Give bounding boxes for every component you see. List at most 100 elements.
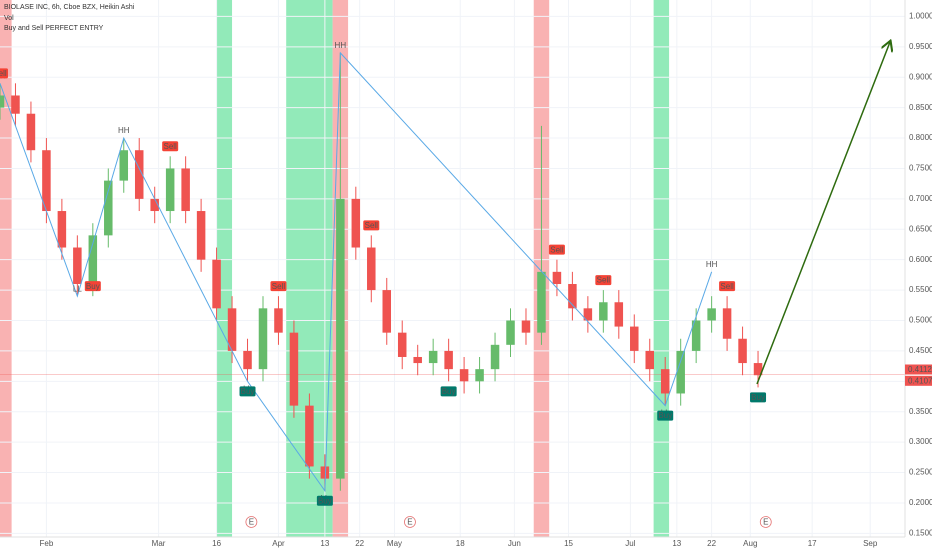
candle-body	[568, 284, 577, 309]
y-tick-label: 0.8000	[909, 133, 932, 142]
x-tick-label: 22	[707, 539, 716, 548]
price-tag-label: 0.4107	[908, 376, 932, 385]
x-tick-label: 13	[672, 539, 681, 548]
candle-body	[320, 466, 330, 479]
candle-body	[490, 344, 500, 370]
signal-band	[0, 0, 12, 537]
volume-legend: Vol	[4, 15, 14, 22]
signal-badge	[239, 386, 256, 397]
candle-body	[660, 369, 670, 394]
candle-body	[274, 308, 283, 333]
price-tag-label: 0.4112	[908, 365, 932, 374]
candle-body	[305, 405, 314, 467]
earnings-label: E	[249, 518, 254, 527]
signal-badge	[363, 220, 380, 231]
candle-body	[351, 198, 361, 248]
chart-title: BIOLASE INC, 6h, Cboe BZX, Heikin Ashi	[4, 4, 135, 11]
y-tick-label: 0.6500	[909, 224, 932, 233]
candle-body	[42, 150, 51, 212]
candle-body	[336, 198, 345, 479]
candle-body	[289, 332, 299, 406]
candle-body	[614, 302, 624, 327]
y-tick-label: 0.4500	[909, 346, 932, 355]
candle-body	[707, 308, 716, 321]
y-tick-label: 0.1500	[909, 528, 932, 537]
y-tick-label: 0.5500	[909, 285, 932, 294]
plot: HHLLHHLLLLHHLLHHSellBuySellBuySellBuySel…	[0, 0, 905, 537]
candle-body	[212, 259, 221, 309]
signal-badge	[657, 410, 674, 421]
candle-body	[119, 150, 129, 181]
candle-body	[630, 326, 639, 351]
signal-badge	[270, 281, 287, 292]
y-tick-label: 0.7000	[909, 194, 932, 203]
candle-body	[26, 113, 36, 151]
candle-body	[382, 290, 392, 333]
y-tick-label: 0.2500	[909, 468, 932, 477]
candle-body	[537, 271, 546, 333]
signal-badge	[162, 141, 179, 152]
earnings-marker	[404, 516, 416, 528]
y-tick-label: 0.6000	[909, 255, 932, 264]
candle-body	[521, 320, 531, 333]
indicator-legend: Buy and Sell PERFECT ENTRY	[4, 25, 104, 32]
y-tick-label: 0.7500	[909, 164, 932, 173]
x-tick-label: 16	[212, 539, 221, 548]
candle-body	[691, 320, 701, 351]
x-tick-label: 22	[355, 539, 364, 548]
candle-body	[645, 350, 654, 370]
earnings-marker	[245, 516, 258, 528]
candle-body	[722, 308, 732, 339]
candle-body	[57, 211, 67, 248]
candle-body	[104, 180, 113, 236]
pivot-label: HH	[118, 126, 130, 135]
candle-body	[583, 308, 593, 321]
candle-body	[258, 308, 268, 370]
y-tick-label: 0.3000	[909, 437, 932, 446]
candle-body	[11, 95, 20, 114]
x-tick-label: Aug	[743, 539, 757, 548]
candle-body	[73, 247, 82, 285]
signal-label: Buy	[241, 387, 255, 396]
signal-label: Sell	[0, 69, 7, 78]
candle-body	[165, 168, 175, 212]
candle-body	[88, 235, 98, 285]
candle-body	[367, 247, 376, 291]
y-tick-label: 0.8500	[909, 103, 932, 112]
signal-label: Buy	[86, 282, 100, 291]
signal-band	[216, 0, 233, 537]
candle-body	[413, 356, 422, 364]
y-tick-label: 1.0000	[909, 12, 932, 21]
earnings-label: E	[407, 518, 412, 527]
x-tick-label: Jun	[508, 539, 521, 548]
x-tick-label: Jul	[625, 539, 635, 548]
signal-badge	[750, 392, 767, 403]
candle-body	[676, 350, 685, 394]
pivot-label: LL	[73, 284, 82, 293]
x-tick-label: Feb	[40, 539, 54, 548]
x-tick-label: Sep	[863, 539, 878, 548]
signal-label: Sell	[720, 282, 734, 291]
pivot-label: HH	[706, 260, 718, 269]
earnings-marker	[759, 516, 772, 528]
y-tick-label: 0.2000	[909, 498, 932, 507]
y-tick-label: 0.9500	[909, 42, 932, 51]
candle-body	[196, 211, 206, 260]
candle-body	[753, 363, 763, 376]
x-tick-label: Apr	[272, 539, 285, 548]
signal-badge	[440, 386, 457, 397]
signal-label: Sell	[163, 142, 177, 151]
signal-badge	[595, 275, 612, 286]
x-tick-label: Mar	[152, 539, 166, 548]
x-tick-label: 17	[808, 539, 817, 548]
candle-body	[134, 150, 144, 199]
price-tag	[905, 375, 932, 386]
candle-body	[243, 350, 252, 370]
signal-badge	[0, 68, 8, 79]
candle-body	[397, 332, 407, 357]
projection-arrow	[756, 42, 890, 385]
candle-body	[738, 338, 747, 364]
candle-body	[552, 271, 562, 285]
candle-body	[428, 350, 438, 364]
